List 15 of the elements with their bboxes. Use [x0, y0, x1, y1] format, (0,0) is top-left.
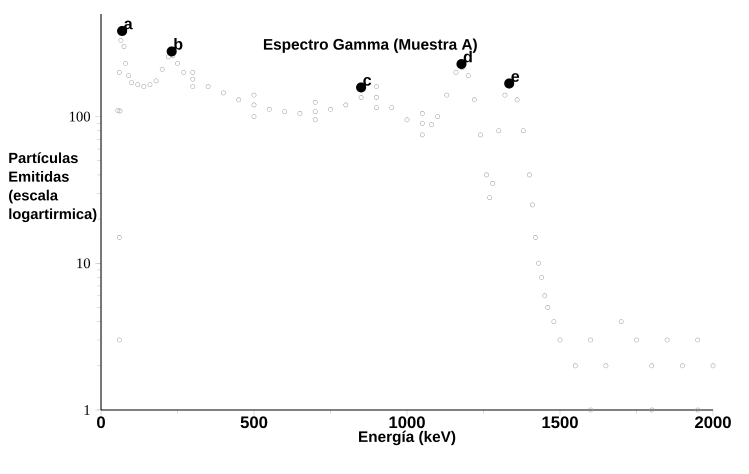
text: Espectro Gamma (Muestra A)	[264, 38, 477, 53]
x-tick-label: 0	[97, 416, 105, 428]
annotation: e	[511, 73, 520, 82]
x-tick-label: 1500	[542, 416, 578, 428]
y-tick-label: 10	[77, 258, 90, 268]
x-tick-label: 500	[240, 416, 268, 428]
y-tick-label: 1	[84, 405, 90, 415]
x-tick-label: 1000	[390, 416, 425, 428]
y-axis-title: Partículas Emitidas (escala logartirmica)	[9, 152, 96, 222]
x-axis-title: Energía (keV)	[359, 430, 456, 446]
annotation: c	[363, 77, 372, 86]
x-tick-label: 2000	[695, 416, 731, 428]
annotation: d	[464, 50, 472, 62]
annotation: b	[174, 38, 182, 50]
y-tick-label: 100	[70, 112, 90, 122]
